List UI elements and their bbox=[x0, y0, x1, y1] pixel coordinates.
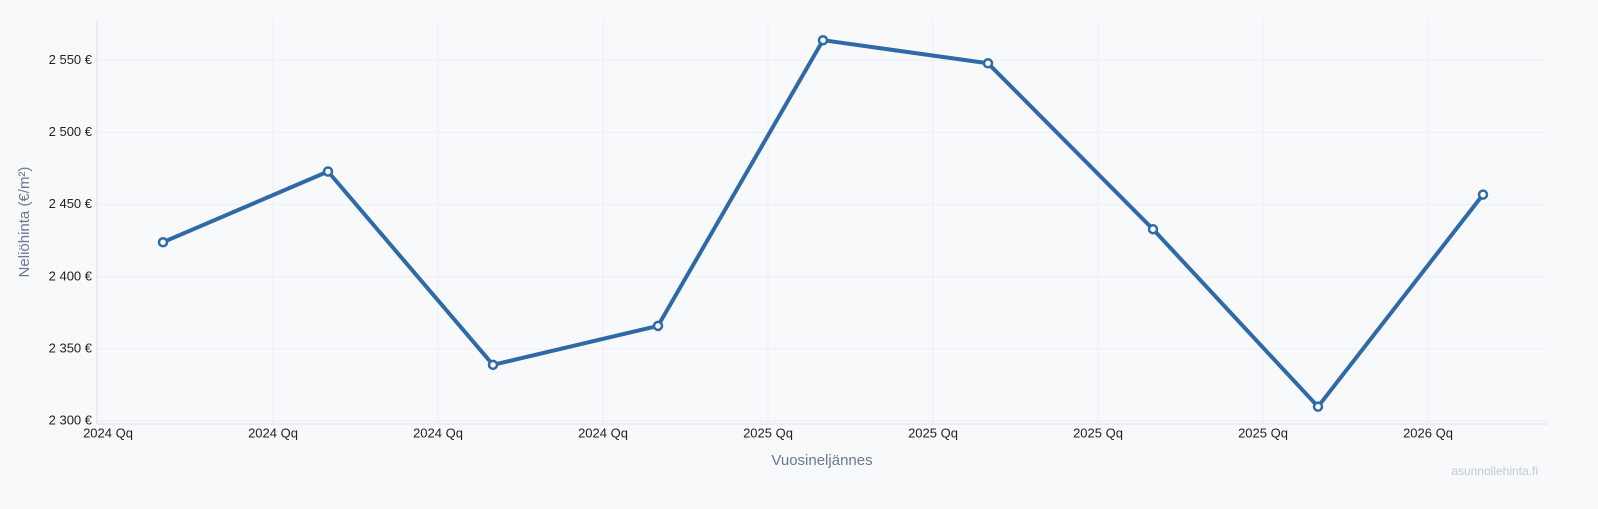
x-tick-label: 2025 Qq bbox=[908, 425, 958, 440]
y-tick-label: 2 500 € bbox=[49, 124, 93, 139]
y-tick-label: 2 300 € bbox=[49, 413, 93, 428]
x-tick-label: 2025 Qq bbox=[743, 425, 793, 440]
x-tick-label: 2026 Qq bbox=[1403, 425, 1453, 440]
point bbox=[652, 320, 664, 332]
x-axis-title: Vuosineljännes bbox=[771, 452, 872, 469]
y-tick-label: 2 350 € bbox=[49, 340, 93, 355]
point bbox=[157, 236, 169, 248]
point bbox=[1147, 223, 1159, 235]
point bbox=[1312, 401, 1324, 412]
x-tick-label: 2024 Qq bbox=[578, 425, 628, 440]
y-axis-title: Neliöhinta (€/m²) bbox=[16, 167, 33, 278]
x-tick-label: 2025 Qq bbox=[1073, 425, 1123, 440]
x-tick-label: 2025 Qq bbox=[1238, 425, 1288, 440]
x-tick-label: 2024 Qq bbox=[413, 425, 463, 440]
point bbox=[322, 166, 334, 177]
point bbox=[817, 34, 829, 46]
y-tick-label: 2 450 € bbox=[49, 196, 93, 211]
line bbox=[162, 38, 1485, 409]
point bbox=[1477, 189, 1489, 200]
watermark: asunnollehinta.fi bbox=[1451, 464, 1538, 478]
x-tick-label: 2024 Qq bbox=[83, 425, 133, 440]
y-tick-label: 2 550 € bbox=[49, 52, 93, 67]
y-tick-label: 2 400 € bbox=[49, 268, 93, 283]
x-tick-label: 2024 Qq bbox=[248, 425, 298, 440]
point bbox=[487, 359, 499, 371]
point bbox=[982, 58, 994, 69]
